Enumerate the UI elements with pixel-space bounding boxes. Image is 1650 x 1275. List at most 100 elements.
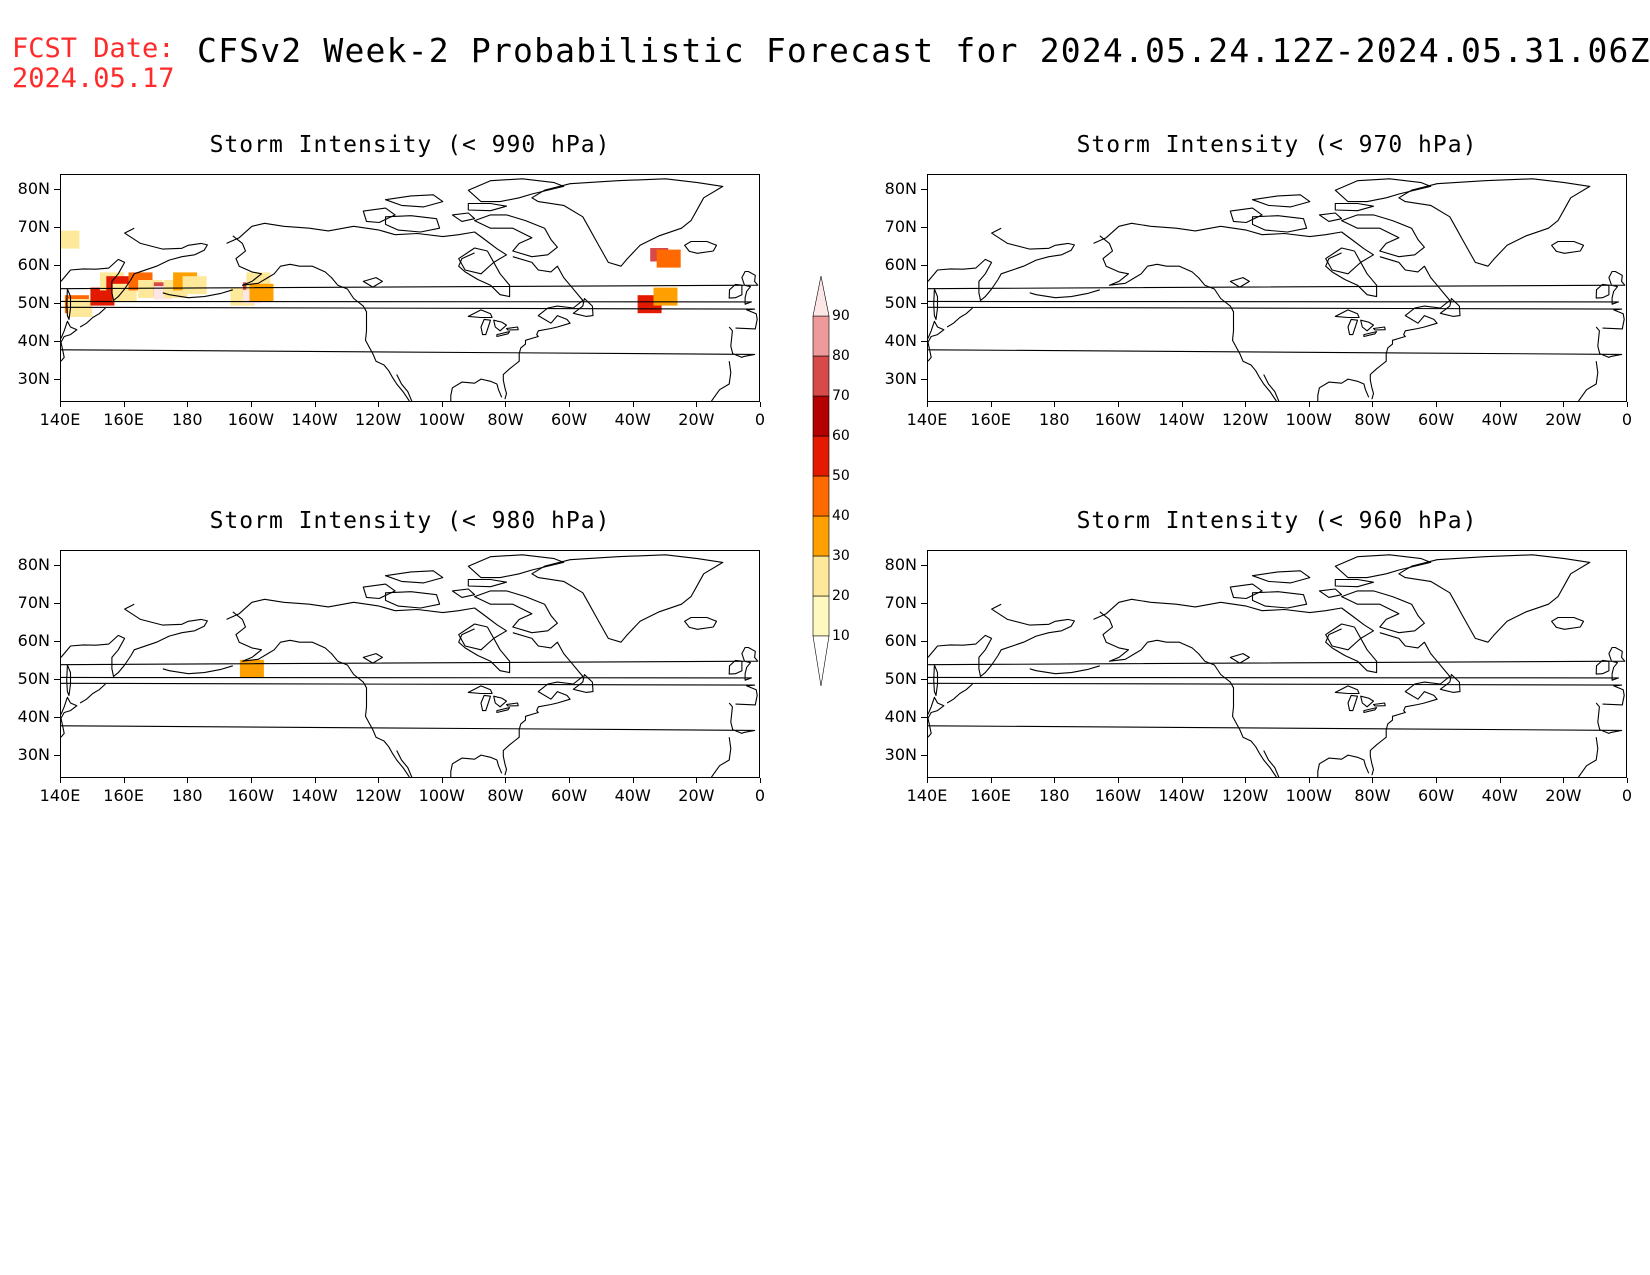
coastline — [450, 754, 503, 777]
colorbar-label: 90 — [832, 308, 850, 324]
probability-cell — [61, 230, 80, 249]
coastline — [66, 288, 72, 320]
land-outline — [572, 673, 594, 693]
colorbar-label: 30 — [832, 548, 850, 564]
coastline — [1263, 750, 1280, 777]
lon-tick-label: 80W — [1354, 786, 1391, 805]
coastline — [1029, 289, 1100, 299]
lat-tick-label: 30N — [884, 745, 917, 765]
lon-tick-label: 60W — [1417, 786, 1455, 805]
lat-tick-label: 60N — [884, 631, 917, 651]
land-outline — [474, 590, 558, 634]
land-outline — [1334, 202, 1375, 212]
land-outline — [1251, 570, 1311, 584]
lon-tick — [696, 778, 698, 783]
lat-tick — [921, 227, 927, 229]
lon-tick — [760, 778, 761, 783]
lat-tick — [921, 565, 927, 567]
land-outline — [1372, 702, 1386, 707]
map-frame — [60, 550, 760, 778]
lon-tick — [1181, 402, 1183, 407]
coastline — [710, 361, 732, 401]
fcst-date-label: FCST Date: — [12, 33, 175, 64]
land-outline — [467, 554, 565, 579]
lon-tick — [1308, 778, 1310, 783]
lat-tick-label: 30N — [17, 745, 50, 765]
coastline — [928, 227, 1075, 301]
lon-tick — [378, 402, 380, 407]
land-outline — [684, 240, 718, 254]
lon-tick-label: 140W — [291, 410, 338, 429]
land-outline — [531, 554, 724, 643]
lat-tick — [921, 679, 927, 681]
coastline — [1093, 222, 1375, 275]
land-outline — [572, 297, 594, 317]
land-outline — [1334, 309, 1360, 319]
land-outline — [928, 646, 1626, 681]
lon-tick — [60, 402, 61, 407]
lat-tick-label: 30N — [17, 369, 50, 389]
colorbar: 10 20 30 40 50 60 70 80 90 — [811, 275, 871, 687]
land-outline — [728, 659, 743, 675]
lon-tick-label: 20W — [678, 786, 715, 805]
coastline-layer — [928, 178, 1626, 401]
lat-tick-label: 70N — [17, 217, 50, 237]
lon-tick — [1245, 778, 1247, 783]
coastline — [928, 306, 1625, 330]
lon-tick-label: 160W — [227, 786, 275, 805]
lat-tick — [921, 379, 927, 381]
lon-tick-label: 140E — [39, 410, 81, 429]
coastline — [1263, 374, 1280, 401]
lon-tick — [632, 402, 634, 407]
land-outline — [1398, 554, 1591, 643]
land-outline — [1439, 297, 1461, 317]
lat-tick-label: 40N — [17, 707, 50, 727]
land-outline — [384, 570, 444, 584]
lon-tick — [250, 402, 252, 407]
coastline — [946, 307, 973, 328]
land-outline — [1251, 215, 1308, 233]
coastline — [226, 598, 508, 651]
land-outline — [480, 694, 492, 712]
land-outline — [684, 616, 718, 630]
land-outline — [467, 685, 493, 695]
colorbar-swatch — [812, 435, 830, 477]
colorbar-svg — [812, 275, 830, 687]
lat-tick — [921, 341, 927, 343]
colorbar-swatch — [812, 515, 830, 557]
coastline — [1325, 250, 1378, 298]
coastline — [946, 683, 973, 704]
lon-tick-label: 100W — [1285, 786, 1332, 805]
lon-tick — [1627, 778, 1628, 783]
lon-tick — [927, 402, 928, 407]
land-outline — [493, 319, 508, 332]
lat-tick — [921, 603, 927, 605]
lat-tick-label: 40N — [884, 707, 917, 727]
lat-tick — [54, 303, 60, 305]
coastline — [1093, 598, 1375, 651]
lon-tick — [696, 402, 698, 407]
lon-tick — [1563, 402, 1565, 407]
land-outline — [1334, 578, 1375, 588]
lon-tick-label: 160W — [227, 410, 275, 429]
lon-tick-label: 160E — [970, 786, 1011, 805]
coastline — [61, 702, 756, 734]
coastline — [928, 702, 1623, 734]
lon-tick-label: 140E — [39, 786, 81, 805]
map-frame — [60, 174, 760, 402]
land-outline — [1439, 673, 1461, 693]
lon-tick-label: 120W — [1221, 410, 1269, 429]
lat-tick-label: 70N — [17, 593, 50, 613]
coastline — [502, 632, 584, 776]
fcst-date-block: FCST Date: 2024.05.17 — [12, 34, 175, 94]
land-outline — [496, 707, 511, 714]
coastline — [396, 750, 413, 777]
land-outline — [1372, 326, 1386, 331]
lat-tick-label: 60N — [884, 255, 917, 275]
colorbar-label: 40 — [832, 508, 850, 524]
land-outline — [1341, 214, 1425, 258]
lon-tick-label: 120W — [1221, 786, 1269, 805]
lon-tick — [1117, 402, 1119, 407]
land-outline — [1595, 659, 1610, 675]
lon-tick — [505, 402, 507, 407]
